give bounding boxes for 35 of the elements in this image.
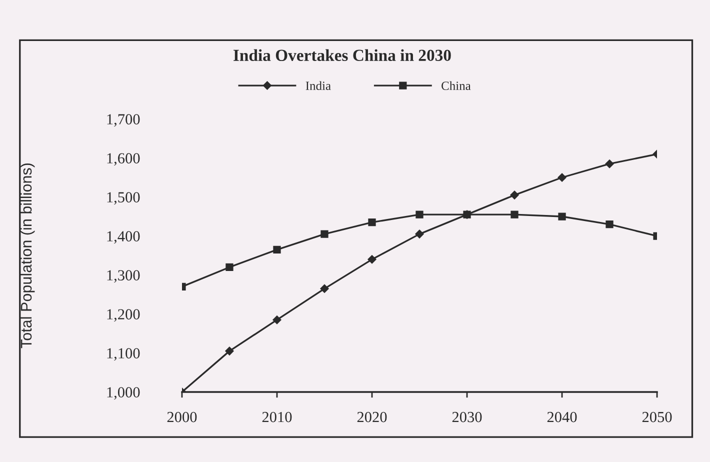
point — [226, 263, 234, 272]
point — [510, 210, 518, 218]
chart-title: India Overtakes China in 2030 — [234, 49, 451, 61]
y-tick-label: 1,600 — [107, 153, 140, 166]
point — [320, 284, 329, 293]
point — [510, 190, 519, 200]
point — [225, 346, 234, 356]
x-tick-label: 2010 — [262, 412, 292, 422]
y-tick-label: 1,300 — [107, 270, 140, 283]
point — [368, 218, 376, 226]
legend-label: India — [306, 81, 331, 90]
legend-label: China — [442, 81, 471, 90]
point — [368, 255, 376, 264]
y-tick-label: 1,200 — [107, 309, 140, 322]
x-tick-label: 2030 — [452, 412, 482, 422]
x-tick-label: 2050 — [642, 412, 672, 422]
x-tick-label: 2040 — [547, 412, 577, 422]
y-axis-title: Total Population (in billions) — [20, 163, 35, 348]
x-tick-label: 2000 — [167, 412, 197, 422]
x-tick-label: 2020 — [357, 412, 387, 422]
point — [463, 210, 471, 218]
y-tick-label: 1,500 — [107, 192, 140, 205]
point — [605, 160, 614, 168]
point — [558, 173, 566, 182]
point — [416, 210, 424, 218]
point — [558, 212, 566, 220]
y-tick-label: 1,000 — [107, 387, 140, 400]
point — [272, 316, 282, 324]
y-tick-label: 1,400 — [107, 231, 140, 244]
point — [606, 220, 614, 228]
point — [415, 230, 424, 238]
point — [320, 230, 328, 238]
point — [273, 246, 281, 254]
y-tick-label: 1,100 — [107, 348, 140, 361]
y-tick-label: 1,700 — [107, 114, 140, 127]
